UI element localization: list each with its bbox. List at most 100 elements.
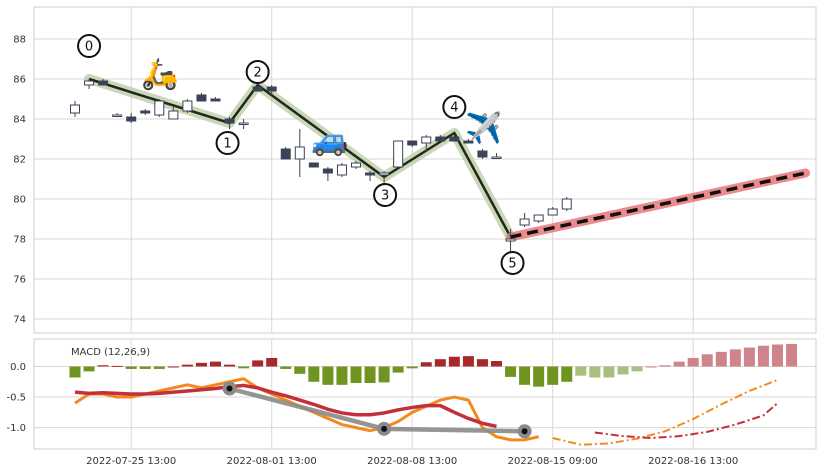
wave-label: 3: [381, 189, 389, 204]
histogram-bar: [575, 366, 587, 376]
histogram-bar: [308, 366, 320, 382]
candle-body: [322, 168, 333, 174]
histogram-bar: [687, 357, 699, 367]
candle-body: [140, 110, 151, 114]
histogram-bar: [631, 366, 643, 372]
histogram-bar: [139, 366, 151, 369]
x-tick-label: 2022-08-15 09:00: [508, 456, 598, 467]
x-tick-label: 2022-08-08 13:00: [367, 456, 457, 467]
candle-body: [491, 156, 502, 159]
candle-body: [294, 146, 305, 160]
candle-body: [196, 94, 207, 102]
histogram-bar: [111, 365, 123, 367]
histogram-bar: [547, 366, 559, 385]
divergence-marker-dot: [521, 428, 528, 435]
candle-body: [168, 110, 179, 120]
histogram-bar: [491, 361, 502, 367]
candle-body: [379, 172, 390, 176]
histogram-bar: [167, 366, 179, 368]
x-tick-label: 2022-08-16 13:00: [648, 456, 738, 467]
histogram-bar: [757, 345, 769, 367]
histogram-bar: [252, 360, 264, 367]
histogram-bar: [280, 366, 292, 369]
airplane-icon: ✈️: [465, 109, 502, 146]
histogram-bar: [210, 361, 221, 367]
macd-tick-label: -1.0: [6, 423, 26, 434]
histogram-bar: [238, 366, 250, 369]
histogram-bar: [659, 365, 671, 367]
histogram-bar: [519, 366, 531, 385]
histogram-bar: [645, 366, 657, 368]
candle-body: [266, 86, 277, 92]
candle-body: [84, 80, 95, 86]
histogram-bar: [392, 366, 404, 373]
histogram-bar: [378, 366, 390, 383]
histogram-bar: [743, 347, 755, 367]
candle-body: [351, 162, 361, 168]
candle-body: [126, 116, 137, 122]
wave-label-circle: [215, 131, 240, 155]
signal-line: [74, 383, 497, 429]
wave-label: 0: [85, 40, 93, 55]
histogram-bar: [729, 349, 741, 367]
candle-body: [477, 150, 488, 158]
candle-body: [421, 136, 432, 144]
histogram-bar: [715, 351, 727, 367]
histogram-bar: [181, 364, 193, 367]
wave-label: 5: [508, 257, 516, 272]
histogram-bar: [153, 366, 165, 369]
histogram-bar: [786, 343, 798, 367]
candle-body: [308, 162, 319, 168]
candle-body: [519, 218, 530, 226]
candle-body: [70, 104, 80, 114]
wave-label-circle: [245, 60, 270, 84]
histogram-bar: [603, 366, 615, 378]
macd-panel: 0.0 -0.5 -1.0 2022-07-25 13:00 2022-08-01 13…: [6, 338, 817, 467]
candle-body: [154, 100, 165, 116]
histogram-bar: [533, 366, 545, 387]
histogram-bar: [673, 361, 685, 367]
histogram-bar: [336, 366, 348, 385]
candle-body: [112, 114, 123, 117]
histogram-bar: [364, 366, 376, 383]
scooter-icon: 🛵: [141, 57, 178, 92]
wave-label-circle: [373, 183, 398, 207]
wave-label: 2: [254, 66, 262, 81]
histogram-bar: [561, 366, 573, 382]
candle-body: [393, 140, 404, 168]
candle-body: [463, 140, 474, 144]
histogram-bar: [350, 366, 362, 383]
x-tick-label: 2022-08-01 13:00: [227, 456, 317, 467]
price-panel: 74 76 78 80 82 84 86 88 0 1 2 3 4 5 🛵 🚙 ✈️: [13, 6, 817, 334]
wave-label-circle: [500, 251, 525, 275]
macd-projection-line: [552, 379, 778, 446]
candle-body: [238, 122, 249, 125]
wave-label: 1: [223, 137, 231, 152]
candle-body: [224, 118, 235, 124]
histogram-bar: [505, 366, 517, 377]
histogram-bar: [406, 366, 418, 369]
histogram-bar: [772, 344, 783, 367]
price-tick-label: 84: [13, 115, 26, 126]
histogram-bar: [462, 356, 474, 367]
x-tick-label: 2022-07-25 13:00: [86, 456, 176, 467]
histogram-bar: [266, 357, 278, 367]
macd-title: MACD (12,26,9): [71, 347, 150, 358]
price-tick-label: 74: [13, 315, 26, 326]
candle-body: [435, 136, 446, 142]
histogram-bar: [294, 366, 306, 374]
candle-body: [252, 86, 263, 92]
candle-body: [449, 136, 460, 142]
candle-body: [210, 98, 221, 102]
candle-body: [533, 214, 544, 222]
histogram-bar: [224, 364, 236, 367]
histogram-bar: [448, 356, 460, 367]
candle-body: [365, 172, 376, 176]
wave-label-circle: [77, 34, 102, 58]
candle-body: [505, 238, 516, 242]
candle-body: [561, 198, 572, 210]
divergence-marker-dot: [226, 385, 233, 392]
divergence-marker-dot: [381, 425, 388, 432]
wave-label: 4: [450, 101, 458, 116]
signal-projection-line: [594, 402, 779, 440]
